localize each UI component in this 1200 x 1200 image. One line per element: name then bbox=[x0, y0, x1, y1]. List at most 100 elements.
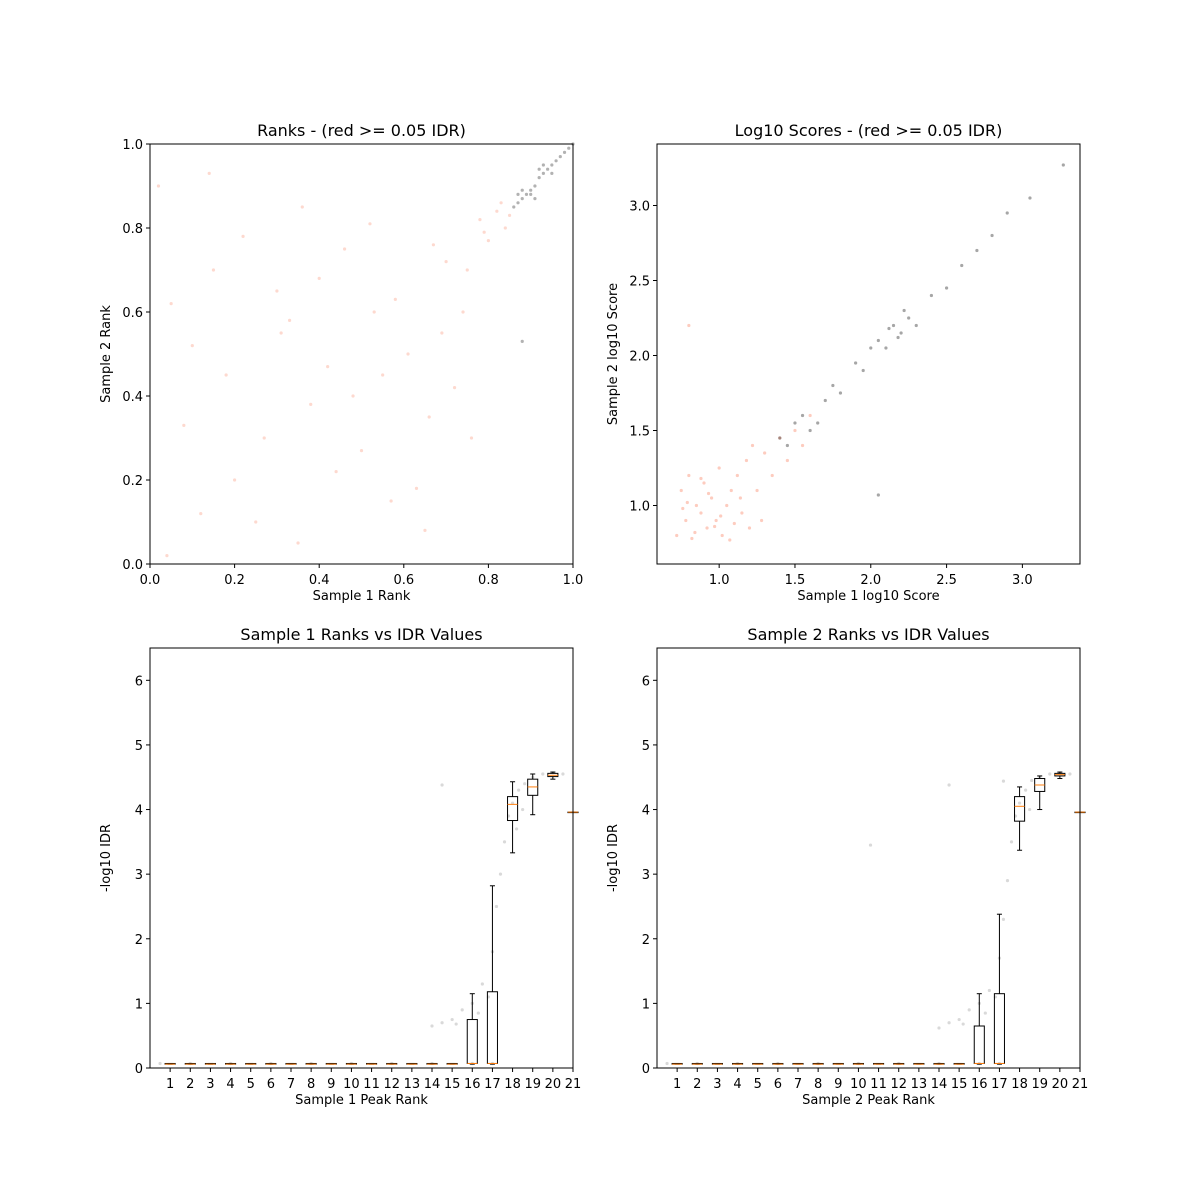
scatter-point bbox=[342, 247, 347, 251]
y-tick-label: 1 bbox=[135, 997, 143, 1012]
panel: 1 2 3 4 5 6 7 8 9 10 11 12 13 14 15 16 17 18 19 20 210123456… bbox=[606, 625, 1088, 1108]
scatter-point bbox=[454, 1022, 458, 1026]
x-tick-label: 16 bbox=[971, 1077, 988, 1092]
axes-frame bbox=[149, 647, 574, 1069]
scatter-point bbox=[567, 146, 571, 150]
x-tick-label: 3.0 bbox=[1012, 573, 1033, 588]
scatter-point bbox=[334, 470, 338, 474]
box bbox=[507, 796, 519, 822]
scatter-point bbox=[440, 331, 444, 335]
axes-frame bbox=[656, 647, 1081, 1069]
x-tick-label: 19 bbox=[524, 1077, 541, 1092]
x-tick-label: 17 bbox=[991, 1077, 1008, 1092]
chart-title: Sample 2 Ranks vs IDR Values bbox=[747, 625, 989, 644]
scatter-point bbox=[533, 197, 537, 201]
y-axis-label: Sample 2 Rank bbox=[99, 305, 114, 403]
scatter-point bbox=[770, 473, 774, 478]
scatter-point bbox=[406, 352, 410, 356]
y-tick-label: 1 bbox=[642, 997, 650, 1012]
scatter-point bbox=[296, 541, 300, 545]
scatter-point bbox=[211, 268, 216, 272]
scatter-point bbox=[785, 443, 789, 448]
x-tick-label: 11 bbox=[363, 1077, 380, 1092]
scatter-point bbox=[190, 344, 194, 348]
panel: 1 2 3 4 5 6 7 8 9 10 11 12 13 14 15 16 17 18 19 20 210123456… bbox=[99, 625, 581, 1108]
scatter-point bbox=[558, 155, 562, 159]
x-tick-label: 15 bbox=[444, 1077, 461, 1092]
panel: 1.0 1.5 2.0 2.5 3.0 1.0 1.5 2.0 2.5 3.0 Log10 Scor… bbox=[606, 121, 1081, 604]
y-tick-label: 4 bbox=[135, 804, 143, 819]
scatter-point bbox=[482, 230, 486, 234]
y-tick-label: 6 bbox=[642, 674, 650, 689]
scatter-point bbox=[389, 499, 393, 503]
x-tick-label: 2.0 bbox=[860, 573, 881, 588]
scatter-point bbox=[861, 368, 865, 373]
scatter-point bbox=[423, 528, 427, 533]
panel: 0.0 0.2 0.4 0.6 0.8 1.0 0.0 0.2 0.4 0.6 0.8 1.0 Rank… bbox=[99, 121, 583, 604]
scatter-point bbox=[517, 788, 521, 792]
scatter-point bbox=[430, 1024, 434, 1028]
x-tick-label: 11 bbox=[870, 1077, 887, 1092]
scatter-point bbox=[694, 503, 699, 508]
box bbox=[466, 1019, 478, 1064]
scatter-point bbox=[224, 373, 228, 377]
scatter-point bbox=[690, 536, 694, 541]
box bbox=[993, 993, 1005, 1064]
x-tick-label: 0.4 bbox=[309, 573, 330, 588]
scatter-point bbox=[750, 443, 755, 448]
x-tick-label: 9 bbox=[327, 1077, 335, 1092]
x-tick-label: 3 bbox=[713, 1077, 721, 1092]
x-axis-label: Sample 1 Rank bbox=[313, 589, 411, 604]
scatter-point bbox=[896, 335, 900, 340]
scatter-point bbox=[554, 159, 558, 163]
scatter-point bbox=[684, 518, 688, 523]
scatter-point bbox=[523, 782, 527, 786]
scatter-point bbox=[359, 449, 364, 453]
scatter-point bbox=[546, 167, 550, 171]
scatter-point bbox=[1005, 211, 1009, 215]
scatter-point bbox=[876, 338, 880, 343]
x-tick-label: 21 bbox=[565, 1077, 582, 1092]
x-tick-label: 5 bbox=[754, 1077, 762, 1092]
scatter-point bbox=[1017, 801, 1022, 805]
y-tick-label: 1.0 bbox=[122, 138, 143, 153]
scatter-point bbox=[681, 506, 685, 511]
plot-area bbox=[665, 771, 1086, 1066]
scatter-point bbox=[778, 436, 782, 440]
scatter-point bbox=[262, 436, 266, 440]
y-tick-label: 0.8 bbox=[122, 222, 143, 237]
x-tick-label: 20 bbox=[545, 1077, 562, 1092]
x-tick-label: 1 bbox=[673, 1077, 681, 1092]
x-tick-label: 4 bbox=[226, 1077, 234, 1092]
x-tick-label: 0.2 bbox=[224, 573, 245, 588]
chart-title: Ranks - (red >= 0.05 IDR) bbox=[257, 121, 466, 140]
y-tick-label: 2 bbox=[642, 933, 650, 948]
plot-area bbox=[156, 142, 575, 558]
scatter-point bbox=[983, 1011, 987, 1015]
scatter-point bbox=[476, 1011, 480, 1015]
scatter-point bbox=[520, 188, 524, 192]
x-tick-label: 1.0 bbox=[563, 573, 584, 588]
scatter-point bbox=[947, 1021, 951, 1025]
x-tick-label: 2.5 bbox=[936, 573, 957, 588]
x-tick-label: 6 bbox=[774, 1077, 782, 1092]
scatter-point bbox=[561, 772, 565, 776]
chart-title: Log10 Scores - (red >= 0.05 IDR) bbox=[735, 121, 1003, 140]
x-tick-label: 13 bbox=[404, 1077, 421, 1092]
x-tick-label: 18 bbox=[1011, 1077, 1028, 1092]
scatter-point bbox=[725, 503, 729, 508]
scatter-point bbox=[744, 458, 749, 463]
scatter-point bbox=[368, 222, 372, 226]
x-tick-label: 21 bbox=[1072, 1077, 1089, 1092]
scatter-point bbox=[740, 511, 744, 515]
scatter-point bbox=[738, 496, 742, 500]
scatter-point bbox=[450, 1017, 454, 1022]
scatter-point bbox=[785, 458, 789, 463]
scatter-point bbox=[182, 423, 186, 427]
x-tick-label: 15 bbox=[951, 1077, 968, 1092]
scatter-point bbox=[706, 491, 711, 496]
y-tick-label: 0 bbox=[642, 1062, 650, 1077]
axes-frame bbox=[656, 143, 1081, 565]
scatter-point bbox=[169, 302, 173, 306]
